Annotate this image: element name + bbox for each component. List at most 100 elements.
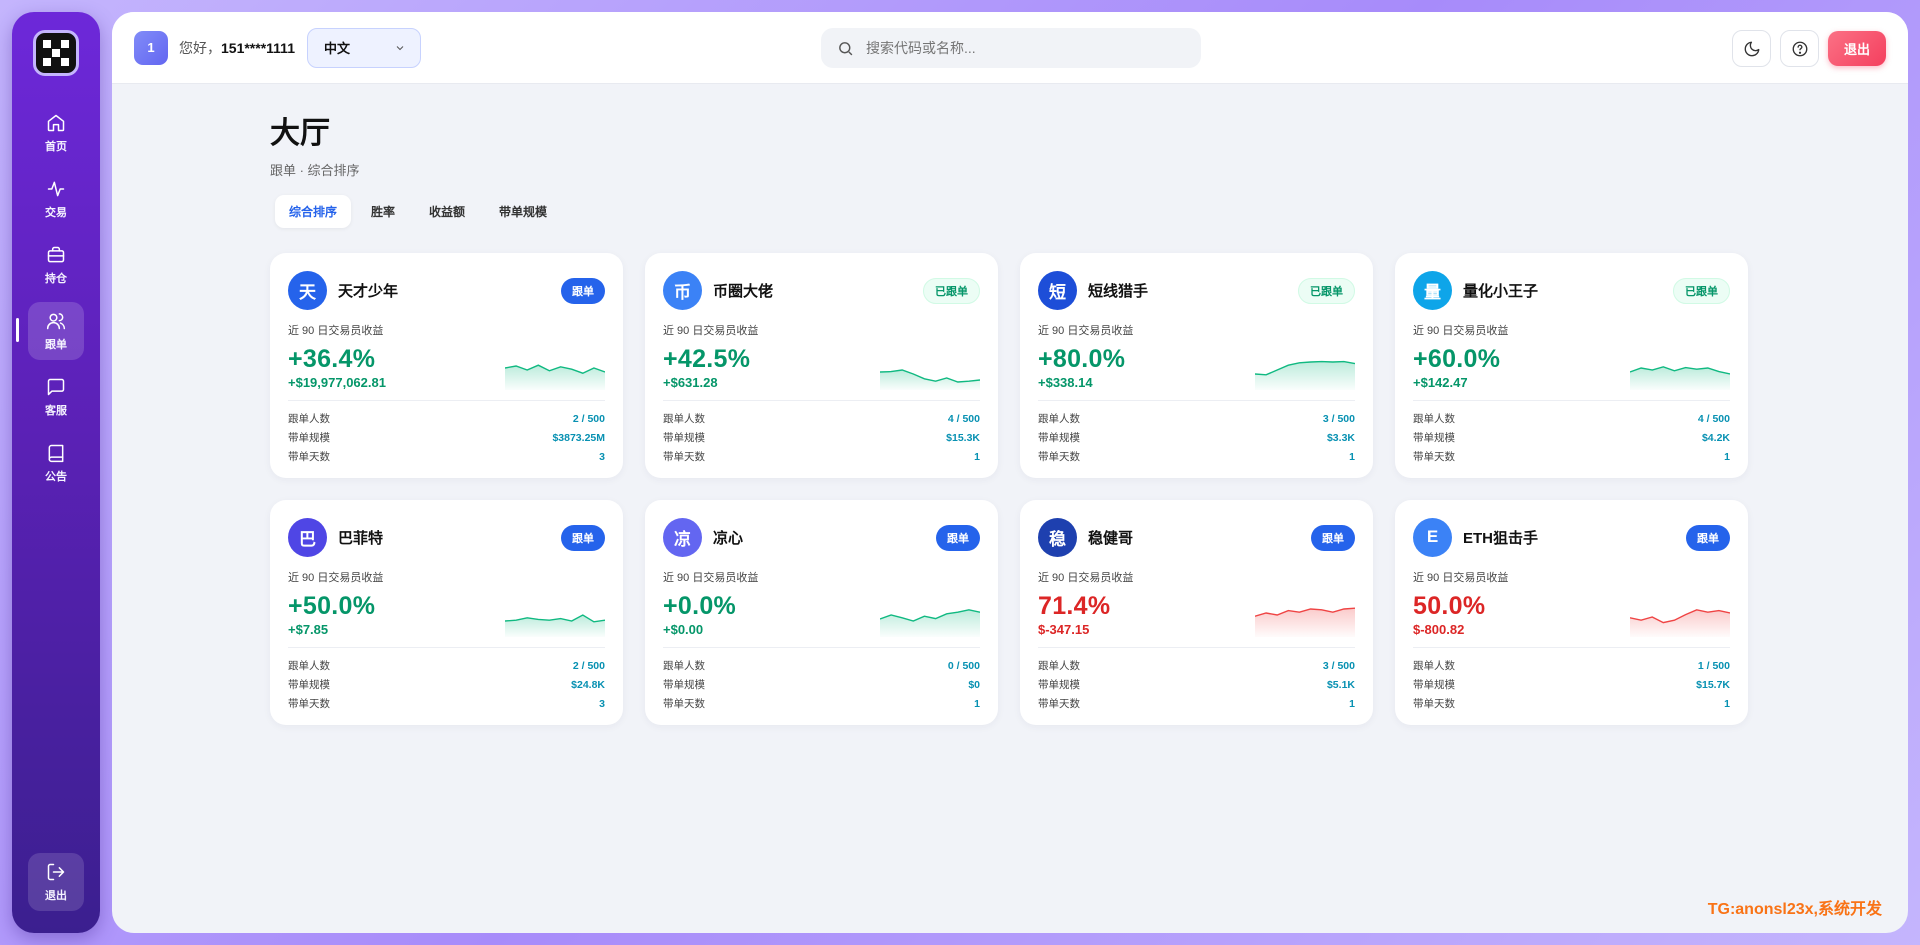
stat-value: 4 / 500 (947, 412, 980, 425)
trader-avatar: 短 (1038, 270, 1077, 310)
follow-button[interactable]: 已跟单 (1298, 278, 1355, 304)
language-select[interactable]: 中文 (306, 27, 421, 68)
sparkline-chart (505, 614, 605, 637)
trader-card-header: 稳 稳健哥 (1038, 517, 1355, 557)
app-logo[interactable] (33, 30, 79, 76)
stat-value: 2 / 500 (572, 412, 605, 425)
sparkline-line (505, 364, 605, 374)
tab-profit[interactable]: 收益额 (429, 205, 466, 219)
stat-days: 带单天数 1 (663, 694, 980, 713)
stat-value: 1 (1724, 450, 1730, 463)
sidebar-logout-button[interactable]: 退出 (28, 853, 84, 911)
follow-button[interactable]: 跟单 (561, 278, 605, 304)
sparkline-line (505, 614, 605, 623)
stat-label: 跟单人数 (663, 413, 705, 425)
metric-values: 50.0% $-800.82 (1413, 592, 1485, 637)
stat-label: 跟单人数 (1038, 660, 1080, 672)
stat-days: 带单天数 3 (288, 694, 605, 713)
trader-card[interactable]: 币 币圈大佬 已跟单 近 90 日交易员收益 +42.5% +$631.28 跟… (645, 253, 998, 478)
logo-icon (43, 40, 69, 66)
metric-row: 50.0% $-800.82 (1413, 589, 1730, 637)
follow-button[interactable]: 已跟单 (923, 278, 980, 304)
follow-button[interactable]: 跟单 (936, 525, 980, 551)
trader-card[interactable]: 巴 巴菲特 跟单 近 90 日交易员收益 +50.0% +$7.85 跟单人数 2… (270, 500, 623, 725)
trader-avatar: E (1413, 517, 1452, 557)
stat-label: 带单天数 (1413, 698, 1455, 710)
trader-avatar: 巴 (288, 517, 327, 557)
sparkline-line (1630, 366, 1730, 375)
follow-button[interactable]: 跟单 (561, 525, 605, 551)
return-amount: $-800.82 (1413, 622, 1465, 637)
briefcase-icon (47, 246, 65, 262)
stat-followers: 跟单人数 2 / 500 (288, 409, 605, 428)
tab-scale[interactable]: 带单规模 (499, 205, 548, 219)
metric-label: 近 90 日交易员收益 (1038, 572, 1134, 584)
sidebar-item-positions[interactable]: 持仓 (28, 236, 84, 294)
chevron-down-icon (396, 45, 404, 50)
sidebar-item-home[interactable]: 首页 (28, 104, 84, 162)
metric-label: 近 90 日交易员收益 (1038, 325, 1134, 337)
user-avatar[interactable]: 1 (134, 30, 168, 65)
stat-value: 3 / 500 (1322, 412, 1355, 425)
stat-scale: 带单规模 $3.3K (1038, 428, 1355, 447)
follow-button[interactable]: 已跟单 (1673, 278, 1730, 304)
trader-card[interactable]: 天 天才少年 跟单 近 90 日交易员收益 +36.4% +$19,977,06… (270, 253, 623, 478)
sidebar-item-label: 持仓 (45, 272, 67, 285)
top-bar: 1 您好，151****1111 中文 退出 (112, 12, 1908, 84)
sparkline-line (880, 369, 980, 383)
stat-days: 带单天数 3 (288, 447, 605, 466)
sidebar-item-label: 客服 (45, 404, 67, 417)
sidebar-item-trade[interactable]: 交易 (28, 170, 84, 228)
sparkline-line (1630, 609, 1730, 624)
sidebar-item-support[interactable]: 客服 (28, 368, 84, 426)
watermark-text: TG:anonsl23x,系统开发 (1707, 901, 1882, 918)
users-icon (46, 312, 66, 329)
trader-card[interactable]: E ETH狙击手 跟单 近 90 日交易员收益 50.0% $-800.82 跟… (1395, 500, 1748, 725)
trader-card[interactable]: 量 量化小王子 已跟单 近 90 日交易员收益 +60.0% +$142.47 … (1395, 253, 1748, 478)
stat-value: 2 / 500 (572, 659, 605, 672)
stat-followers: 跟单人数 2 / 500 (288, 656, 605, 675)
search-input[interactable] (866, 40, 1166, 56)
trader-card[interactable]: 凉 凉心 跟单 近 90 日交易员收益 +0.0% +$0.00 跟单人数 0 /… (645, 500, 998, 725)
sparkline-line (880, 609, 980, 622)
sidebar-item-announcements[interactable]: 公告 (28, 434, 84, 492)
theme-toggle-button[interactable] (1732, 30, 1771, 67)
language-value: 中文 (323, 41, 350, 56)
stat-scale: 带单规模 $15.3K (663, 428, 980, 447)
follow-button[interactable]: 跟单 (1311, 525, 1355, 551)
stat-label: 带单规模 (1038, 432, 1080, 444)
sidebar-item-copytrade[interactable]: 跟单 (16, 302, 84, 360)
stat-label: 带单天数 (1038, 451, 1080, 463)
topbar-actions: 退出 (1732, 30, 1886, 67)
logout-button[interactable]: 退出 (1828, 31, 1886, 66)
trader-card[interactable]: 短 短线猎手 已跟单 近 90 日交易员收益 +80.0% +$338.14 跟… (1020, 253, 1373, 478)
help-button[interactable] (1780, 30, 1819, 67)
sidebar-item-label: 交易 (45, 206, 67, 219)
stat-label: 带单天数 (288, 698, 330, 710)
trader-stats: 跟单人数 2 / 500 带单规模 $24.8K 带单天数 3 (288, 656, 605, 713)
trader-stats: 跟单人数 1 / 500 带单规模 $15.7K 带单天数 1 (1413, 656, 1730, 713)
help-icon (1792, 41, 1807, 56)
return-percent: 71.4% (1038, 592, 1111, 620)
stat-label: 跟单人数 (663, 660, 705, 672)
page-title: 大厅 (270, 117, 330, 150)
tab-winrate[interactable]: 胜率 (371, 205, 396, 219)
stat-label: 带单规模 (1413, 432, 1455, 444)
trader-card-header: 天 天才少年 (288, 270, 605, 310)
sparkline-chart (1630, 366, 1730, 390)
stat-value: 3 (599, 450, 605, 463)
metric-values: +42.5% +$631.28 (663, 345, 750, 390)
trader-card-header: 短 短线猎手 (1038, 270, 1355, 310)
trader-avatar: 稳 (1038, 517, 1077, 557)
trader-card[interactable]: 稳 稳健哥 跟单 近 90 日交易员收益 71.4% $-347.15 跟单人数… (1020, 500, 1373, 725)
return-percent: 50.0% (1413, 592, 1486, 620)
follow-button[interactable]: 跟单 (1686, 525, 1730, 551)
sparkline-chart (1255, 607, 1355, 637)
stat-scale: 带单规模 $24.8K (288, 675, 605, 694)
divider (1038, 647, 1355, 648)
tab-overall[interactable]: 综合排序 (275, 195, 352, 228)
stat-label: 带单规模 (288, 432, 330, 444)
metric-row: +36.4% +$19,977,062.81 (288, 342, 605, 390)
return-percent: +80.0% (1038, 345, 1126, 373)
stat-value: $3873.25M (552, 431, 605, 444)
